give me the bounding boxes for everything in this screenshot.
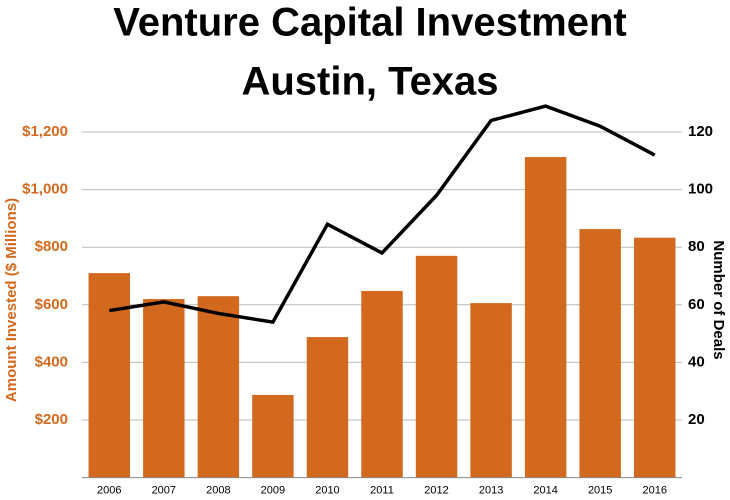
- y-tick-label: $600: [35, 296, 68, 313]
- chart-title: Austin, Texas: [241, 60, 498, 104]
- x-tick-label: 2010: [315, 485, 339, 497]
- y2-axis-label: Number of Deals: [710, 240, 727, 359]
- x-tick-label: 2016: [642, 485, 666, 497]
- bar: [524, 157, 567, 478]
- y-tick-label: $200: [35, 411, 68, 428]
- x-tick-label: 2006: [97, 485, 121, 497]
- y2-tick-label: 120: [688, 123, 713, 140]
- y2-tick-label: 40: [688, 353, 705, 370]
- bar: [470, 303, 512, 478]
- y-axis-label: Amount Invested ($ Millions): [3, 198, 20, 402]
- bar: [634, 237, 676, 478]
- x-tick-label: 2013: [479, 485, 503, 497]
- line: [108, 104, 656, 324]
- y2-tick-label: 60: [688, 296, 705, 313]
- bar: [197, 296, 240, 478]
- x-tick-label: 2015: [588, 485, 612, 497]
- x-tick-label: 2014: [533, 485, 557, 497]
- y2-tick-label: 20: [688, 411, 705, 428]
- y2-tick-label: 100: [688, 181, 713, 198]
- x-tick-label: 2008: [206, 485, 230, 497]
- x-tick-label: 2012: [424, 485, 448, 497]
- y-tick-label: $800: [35, 238, 68, 255]
- bar: [361, 290, 403, 478]
- bar: [88, 273, 130, 478]
- x-tick-label: 2011: [370, 485, 394, 497]
- bar: [252, 394, 294, 478]
- bar: [306, 337, 349, 478]
- bar: [579, 229, 621, 478]
- y-tick-label: $1,000: [22, 181, 68, 198]
- bar: [415, 255, 458, 478]
- chart-title: Venture Capital Investment: [113, 1, 626, 45]
- x-tick-label: 2009: [261, 485, 285, 497]
- y2-tick-label: 80: [688, 238, 705, 255]
- y-tick-label: $400: [35, 353, 68, 370]
- y-tick-label: $1,200: [22, 123, 68, 140]
- bar: [143, 299, 185, 478]
- x-tick-label: 2007: [152, 485, 176, 497]
